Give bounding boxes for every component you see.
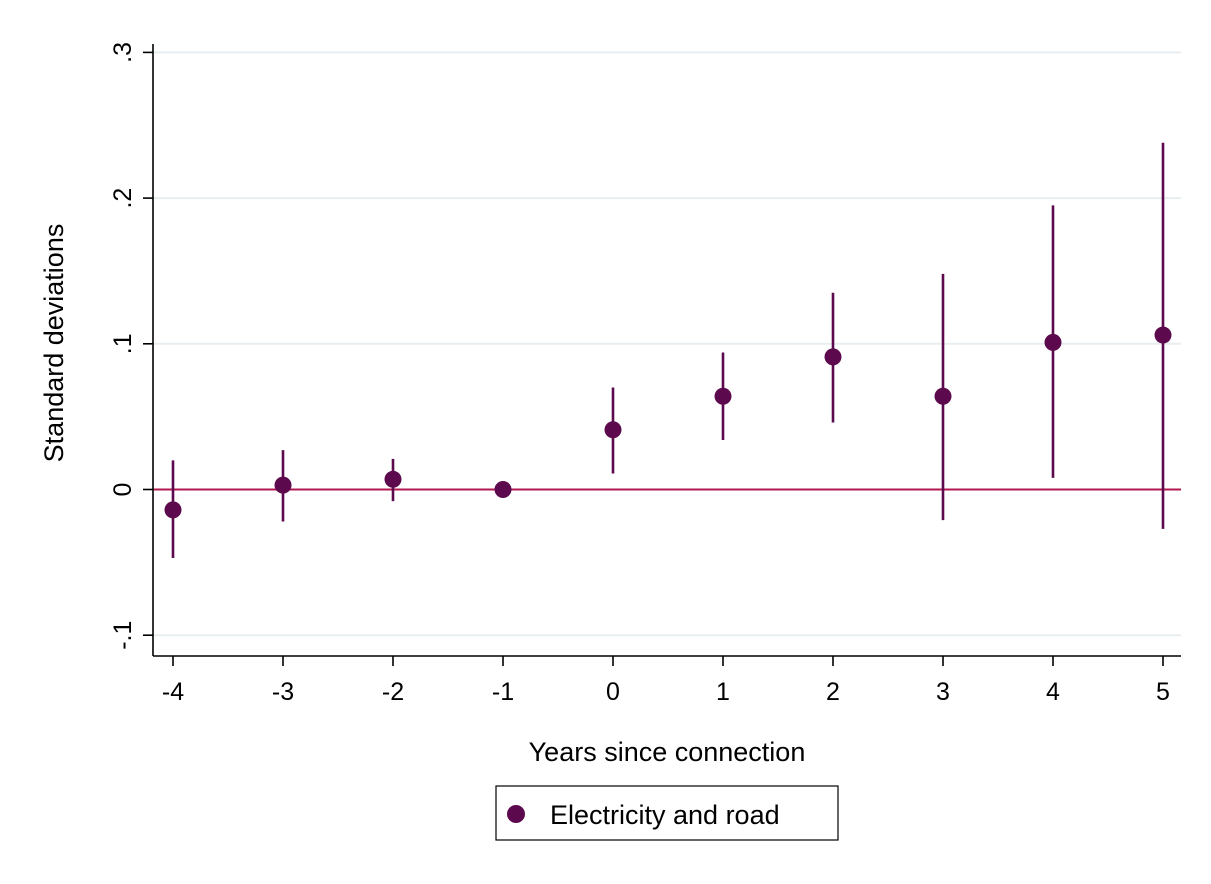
x-tick-label-3: -1 — [492, 678, 514, 706]
legend-marker — [507, 805, 525, 823]
y-tick-label-0: -.1 — [109, 621, 137, 650]
x-tick-label-0: -4 — [162, 678, 184, 706]
y-tick-label-4: .3 — [109, 42, 137, 63]
x-tick-label-6: 2 — [826, 678, 840, 706]
x-tick-label-1: -3 — [272, 678, 294, 706]
x-axis-title: Years since connection — [529, 737, 806, 767]
point-6 — [824, 348, 842, 366]
point-0 — [164, 501, 182, 519]
point-8 — [1044, 333, 1062, 351]
x-tick-label-4: 0 — [606, 678, 620, 706]
y-tick-label-1: 0 — [109, 483, 137, 497]
confidence-intervals — [171, 142, 1165, 558]
point-5 — [714, 387, 732, 405]
x-tick-label-8: 4 — [1046, 678, 1060, 706]
axes — [152, 44, 1181, 657]
point-2 — [384, 470, 402, 488]
y-axis-title: Standard deviations — [39, 224, 69, 463]
point-1 — [274, 476, 292, 494]
point-4 — [604, 421, 622, 439]
point-9 — [1154, 326, 1172, 344]
legend-label: Electricity and road — [550, 800, 780, 830]
point-3 — [494, 481, 512, 498]
legend: Electricity and road — [495, 785, 839, 841]
x-tick-label-7: 3 — [936, 678, 950, 706]
x-tick-label-2: -2 — [382, 678, 404, 706]
point-7 — [934, 387, 952, 405]
y-tick-label-3: .2 — [109, 188, 137, 209]
legend-box — [495, 785, 839, 841]
gridlines — [153, 51, 1181, 637]
y-tick-label-2: .1 — [109, 333, 137, 354]
y-axis-ticks: -.1 0 .1 .2 .3 — [109, 42, 153, 650]
x-tick-label-9: 5 — [1156, 678, 1170, 706]
point-estimates — [164, 326, 1172, 519]
x-axis-ticks: -4 -3 -2 -1 0 1 2 3 4 5 — [162, 656, 1170, 706]
x-tick-label-5: 1 — [716, 678, 730, 706]
